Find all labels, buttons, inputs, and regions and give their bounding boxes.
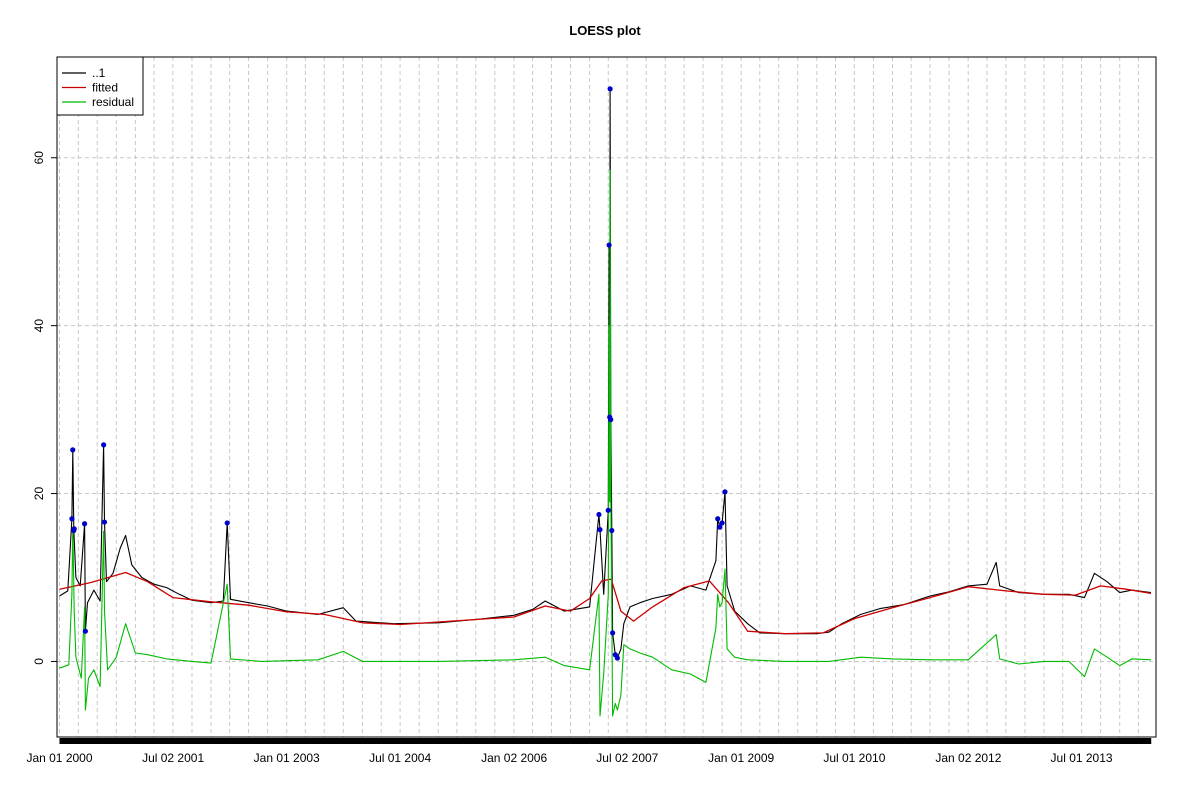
highlighted-points <box>69 86 728 661</box>
highlighted-point <box>610 630 616 636</box>
series-line-fitted <box>59 571 1152 635</box>
highlighted-point <box>609 527 615 534</box>
highlighted-point <box>101 519 108 525</box>
x-tick-label: Jan 01 2003 <box>254 751 320 765</box>
x-tick-label: Jul 01 2004 <box>369 751 431 765</box>
chart-title: LOESS plot <box>569 23 641 38</box>
y-axis: 0 20 40 60 <box>32 151 57 665</box>
highlighted-point <box>719 520 725 526</box>
grid <box>57 57 1156 737</box>
highlighted-point <box>607 86 613 92</box>
x-axis: Jan 01 2000 Jul 02 2001 Jan 01 2003 Jul 01 … <box>26 738 1152 765</box>
x-tick-label: Jan 01 2009 <box>708 751 774 765</box>
series-line-residual <box>59 169 1152 717</box>
legend-box <box>56 56 144 116</box>
plot-frame <box>56 56 1157 738</box>
x-tick-label: Jan 02 2012 <box>935 751 1001 765</box>
highlighted-point <box>715 516 721 522</box>
highlighted-point <box>722 489 728 495</box>
highlighted-point <box>717 524 723 530</box>
x-tick-label: Jul 01 2010 <box>823 751 885 765</box>
legend-label: fitted <box>92 81 118 95</box>
highlighted-point <box>81 521 88 527</box>
highlighted-point <box>605 507 611 513</box>
x-tick-label: Jan 02 2006 <box>481 751 547 765</box>
y-tick-label: 40 <box>32 319 46 333</box>
x-tick-label: Jul 01 2013 <box>1051 751 1113 765</box>
highlighted-point <box>596 511 602 518</box>
highlighted-point <box>614 655 620 661</box>
highlighted-point <box>69 516 75 522</box>
x-tick-label: Jul 02 2007 <box>596 751 658 765</box>
x-tick-label: Jan 01 2000 <box>26 751 92 765</box>
highlighted-point <box>597 527 603 533</box>
highlighted-point <box>606 242 612 248</box>
highlighted-point <box>101 442 107 448</box>
highlighted-point <box>82 628 89 634</box>
y-tick-label: 60 <box>32 151 46 165</box>
y-tick-label: 0 <box>32 658 46 665</box>
highlighted-point <box>71 526 77 532</box>
legend-label: residual <box>92 95 134 109</box>
legend-label: ..1 <box>92 66 106 80</box>
highlighted-point <box>224 520 230 526</box>
y-tick-label: 20 <box>32 487 46 501</box>
highlighted-point <box>70 447 76 453</box>
highlighted-point <box>608 417 614 423</box>
x-axis-tick-band <box>59 738 1152 744</box>
x-tick-label: Jul 02 2001 <box>142 751 204 765</box>
